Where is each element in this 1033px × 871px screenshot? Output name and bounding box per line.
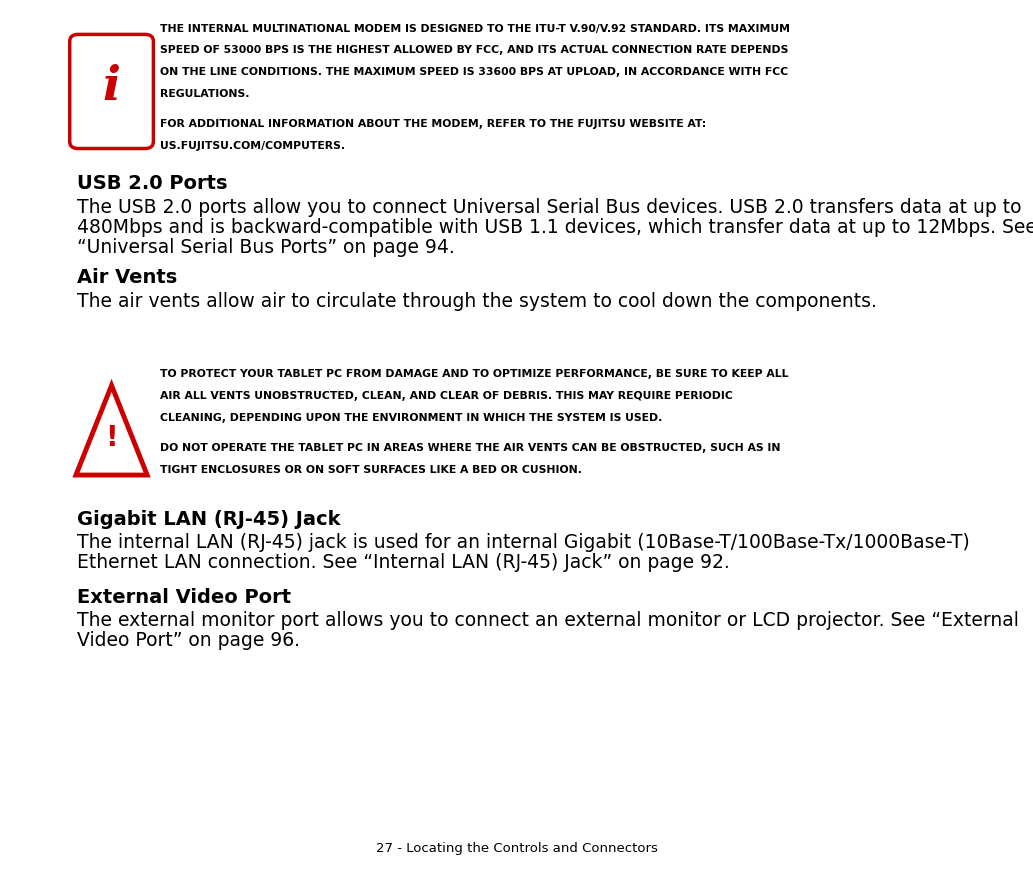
Text: FOR ADDITIONAL INFORMATION ABOUT THE MODEM, REFER TO THE FUJITSU WEBSITE AT:: FOR ADDITIONAL INFORMATION ABOUT THE MOD… [160,119,707,129]
Text: The external monitor port allows you to connect an external monitor or LCD proje: The external monitor port allows you to … [77,611,1020,631]
Text: ON THE LINE CONDITIONS. THE MAXIMUM SPEED IS 33600 BPS AT UPLOAD, IN ACCORDANCE : ON THE LINE CONDITIONS. THE MAXIMUM SPEE… [160,67,788,77]
Text: AIR ALL VENTS UNOBSTRUCTED, CLEAN, AND CLEAR OF DEBRIS. THIS MAY REQUIRE PERIODI: AIR ALL VENTS UNOBSTRUCTED, CLEAN, AND C… [160,391,733,401]
Text: CLEANING, DEPENDING UPON THE ENVIRONMENT IN WHICH THE SYSTEM IS USED.: CLEANING, DEPENDING UPON THE ENVIRONMENT… [160,413,662,422]
Text: TIGHT ENCLOSURES OR ON SOFT SURFACES LIKE A BED OR CUSHION.: TIGHT ENCLOSURES OR ON SOFT SURFACES LIK… [160,465,583,475]
Polygon shape [76,385,148,475]
Text: 480Mbps and is backward-compatible with USB 1.1 devices, which transfer data at : 480Mbps and is backward-compatible with … [77,218,1033,237]
Text: External Video Port: External Video Port [77,588,291,607]
Text: REGULATIONS.: REGULATIONS. [160,89,250,98]
Text: Ethernet LAN connection. See “Internal LAN (RJ-45) Jack” on page 92.: Ethernet LAN connection. See “Internal L… [77,553,730,572]
Text: SPEED OF 53000 BPS IS THE HIGHEST ALLOWED BY FCC, AND ITS ACTUAL CONNECTION RATE: SPEED OF 53000 BPS IS THE HIGHEST ALLOWE… [160,45,788,55]
Text: The air vents allow air to circulate through the system to cool down the compone: The air vents allow air to circulate thr… [77,292,877,311]
Text: Air Vents: Air Vents [77,268,178,287]
Text: USB 2.0 Ports: USB 2.0 Ports [77,174,228,193]
Text: !: ! [105,424,118,452]
Text: THE INTERNAL MULTINATIONAL MODEM IS DESIGNED TO THE ITU-T V.90/V.92 STANDARD. IT: THE INTERNAL MULTINATIONAL MODEM IS DESI… [160,24,790,33]
Text: US.FUJITSU.COM/COMPUTERS.: US.FUJITSU.COM/COMPUTERS. [160,141,345,151]
Text: The USB 2.0 ports allow you to connect Universal Serial Bus devices. USB 2.0 tra: The USB 2.0 ports allow you to connect U… [77,198,1022,217]
Text: TO PROTECT YOUR TABLET PC FROM DAMAGE AND TO OPTIMIZE PERFORMANCE, BE SURE TO KE: TO PROTECT YOUR TABLET PC FROM DAMAGE AN… [160,369,788,379]
FancyBboxPatch shape [70,34,154,148]
Text: Gigabit LAN (RJ-45) Jack: Gigabit LAN (RJ-45) Jack [77,510,341,529]
Text: 27 - Locating the Controls and Connectors: 27 - Locating the Controls and Connector… [376,842,657,855]
Text: i: i [102,64,121,110]
Text: Video Port” on page 96.: Video Port” on page 96. [77,631,301,651]
Text: DO NOT OPERATE THE TABLET PC IN AREAS WHERE THE AIR VENTS CAN BE OBSTRUCTED, SUC: DO NOT OPERATE THE TABLET PC IN AREAS WH… [160,443,781,453]
Text: The internal LAN (RJ-45) jack is used for an internal Gigabit (10Base-T/100Base-: The internal LAN (RJ-45) jack is used fo… [77,533,970,552]
Text: “Universal Serial Bus Ports” on page 94.: “Universal Serial Bus Ports” on page 94. [77,238,456,257]
